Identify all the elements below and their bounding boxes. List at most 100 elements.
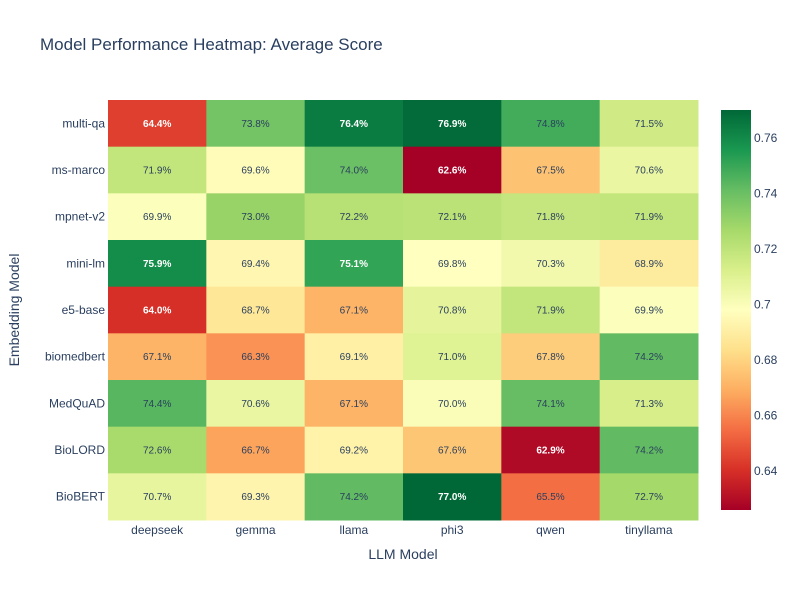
y-tick-label: mpnet-v2 [55,210,105,224]
cell-value-label: 67.1% [340,399,368,410]
colorbar [721,110,751,510]
heatmap-cell-mpnet-v2-deepseek [108,193,207,241]
heatmap-cell-labels: 64.4% 73.8% 76.4% 76.9% 74.8% 71.5% 71.9% 69.6%… [143,119,663,503]
cell-value-label: 68.9% [635,259,663,270]
cell-value-label: 70.7% [143,492,171,503]
y-tick-label: ms-marco [52,163,106,177]
heatmap-cell-e5-base-gemma [206,286,306,334]
cell-value-label: 72.2% [340,212,368,223]
heatmap-cell-multi-qa-phi3 [403,100,502,148]
heatmap-cell-BioLORD-gemma [206,426,306,474]
heatmap-cell-mpnet-v2-qwen [501,193,601,241]
cell-value-label: 74.2% [340,492,368,503]
cell-value-label: 71.3% [635,399,663,410]
colorbar-ticks: 0.64 0.66 0.68 0.7 0.72 0.74 0.76 [754,131,778,478]
heatmap-cell-e5-base-deepseek [108,286,207,334]
cell-value-label: 68.7% [241,306,269,317]
heatmap-cell-ms-marco-gemma [206,146,306,194]
y-tick-label: multi-qa [62,116,105,130]
cell-value-label: 76.4% [340,119,368,130]
colorbar-tick-label: 0.7 [754,297,771,311]
colorbar-tick-label: 0.64 [754,464,778,478]
cell-value-label: 75.9% [143,259,171,270]
heatmap-cell-multi-qa-tinyllama [599,100,699,148]
cell-value-label: 70.8% [438,306,466,317]
cell-value-label: 76.9% [438,119,466,130]
cell-value-label: 77.0% [438,492,466,503]
y-tick-label: MedQuAD [49,396,105,410]
heatmap-cell-biomedbert-tinyllama [599,333,699,381]
cell-value-label: 72.6% [143,446,171,457]
cell-value-label: 74.8% [536,119,564,130]
cell-value-label: 67.5% [536,166,564,177]
x-tick-label: llama [339,523,368,537]
cell-value-label: 69.6% [241,166,269,177]
cell-value-label: 69.1% [340,352,368,363]
heatmap-cell-e5-base-llama [304,286,404,334]
cell-value-label: 67.1% [340,306,368,317]
heatmap-cell-mini-lm-llama [304,240,404,288]
heatmap-cell-BioLORD-phi3 [403,426,502,474]
heatmap-cell-ms-marco-qwen [501,146,601,194]
heatmap-cell-ms-marco-llama [304,146,404,194]
x-tick-label: phi3 [441,523,464,537]
heatmap-cell-e5-base-qwen [501,286,601,334]
x-axis-title: LLM Model [368,546,437,562]
cell-value-label: 71.9% [143,166,171,177]
heatmap-cell-biomedbert-deepseek [108,333,207,381]
cell-value-label: 62.9% [536,446,564,457]
cell-value-label: 69.2% [340,446,368,457]
cell-value-label: 67.8% [536,352,564,363]
heatmap-cell-BioLORD-qwen [501,426,601,474]
cell-value-label: 69.9% [143,212,171,223]
cell-value-label: 66.7% [241,446,269,457]
cell-value-label: 71.9% [536,306,564,317]
cell-value-label: 64.0% [143,306,171,317]
heatmap-cell-BioBERT-qwen [501,473,601,521]
heatmap-cell-MedQuAD-gemma [206,380,306,428]
heatmap-cell-MedQuAD-deepseek [108,380,207,428]
heatmap-cell-MedQuAD-phi3 [403,380,502,428]
cell-value-label: 72.1% [438,212,466,223]
cell-value-label: 74.2% [635,352,663,363]
heatmap-cell-BioBERT-phi3 [403,473,502,521]
heatmap-cell-BioBERT-tinyllama [599,473,699,521]
x-tick-label: deepseek [131,523,184,537]
cell-value-label: 67.1% [143,352,171,363]
heatmap-cell-mpnet-v2-tinyllama [599,193,699,241]
heatmap-cell-MedQuAD-llama [304,380,404,428]
cell-value-label: 75.1% [340,259,368,270]
cell-value-label: 73.8% [241,119,269,130]
heatmap-cell-BioBERT-gemma [206,473,306,521]
colorbar-tick-label: 0.66 [754,409,778,423]
colorbar-tick-label: 0.72 [754,242,778,256]
y-tick-label: BioBERT [56,490,106,504]
cell-value-label: 71.0% [438,352,466,363]
heatmap-cell-biomedbert-qwen [501,333,601,381]
colorbar-tick-label: 0.68 [754,353,778,367]
cell-value-label: 74.4% [143,399,171,410]
heatmap-cell-multi-qa-llama [304,100,404,148]
heatmap-cell-mini-lm-deepseek [108,240,207,288]
heatmap-cell-biomedbert-gemma [206,333,306,381]
heatmap-cell-BioLORD-tinyllama [599,426,699,474]
heatmap-cell-BioBERT-llama [304,473,404,521]
x-axis-ticks: deepseek gemma llama phi3 qwen tinyllama [131,523,673,537]
chart-title: Model Performance Heatmap: Average Score [40,35,383,54]
heatmap-cell-mpnet-v2-gemma [206,193,306,241]
colorbar-tick-label: 0.74 [754,186,778,200]
heatmap-cell-BioBERT-deepseek [108,473,207,521]
cell-value-label: 70.3% [536,259,564,270]
cell-value-label: 70.0% [438,399,466,410]
heatmap-cell-mini-lm-tinyllama [599,240,699,288]
cell-value-label: 64.4% [143,119,171,130]
heatmap-cell-biomedbert-llama [304,333,404,381]
heatmap-cell-mpnet-v2-llama [304,193,404,241]
heatmap-cell-ms-marco-deepseek [108,146,207,194]
cell-value-label: 74.2% [635,446,663,457]
heatmap-cell-mini-lm-qwen [501,240,601,288]
cell-value-label: 71.5% [635,119,663,130]
heatmap-cell-ms-marco-tinyllama [599,146,699,194]
cell-value-label: 73.0% [241,212,269,223]
